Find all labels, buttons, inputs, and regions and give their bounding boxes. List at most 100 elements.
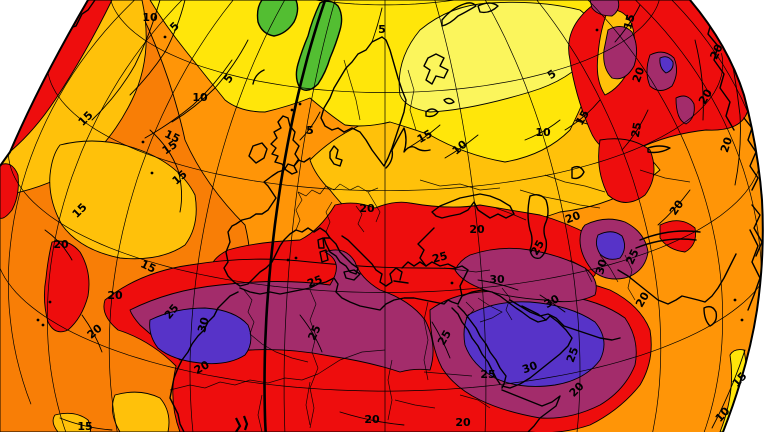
coastline — [320, 36, 383, 133]
contour-label: 20 — [563, 209, 582, 227]
contour-label: 30 — [520, 359, 539, 377]
island-dot — [290, 108, 294, 112]
contour-label: 20 — [469, 223, 485, 236]
island-dot — [41, 323, 45, 327]
contour-label: 15 — [139, 257, 158, 275]
border-line — [477, 297, 503, 323]
border-line — [309, 289, 319, 369]
contour-label: 30 — [593, 257, 610, 275]
border-line — [387, 359, 393, 421]
contour-line — [477, 279, 519, 291]
contour-label: 15 — [621, 13, 638, 31]
coastline — [248, 142, 268, 164]
contour-label: 5 — [306, 124, 314, 137]
contour-line — [564, 99, 601, 131]
coastline — [329, 145, 343, 167]
coastline — [571, 165, 585, 180]
coastline — [223, 157, 331, 287]
island-dot — [286, 258, 290, 262]
contour-line — [614, 4, 641, 43]
coastline — [477, 2, 499, 14]
coastline — [423, 53, 449, 85]
coastline — [425, 108, 439, 118]
contour-line — [144, 59, 233, 139]
graticule-line — [110, 0, 660, 93]
border-line — [325, 201, 333, 233]
border-line — [624, 254, 636, 301]
border-line — [559, 199, 601, 209]
coastline — [647, 145, 671, 154]
region-violet-sahara-core — [149, 307, 252, 365]
island-dot — [733, 298, 737, 302]
coastline — [501, 315, 573, 389]
contour-label: 25 — [629, 121, 644, 138]
contour-line — [621, 109, 649, 151]
region-magenta-ne-top — [589, 0, 620, 17]
graticule-line — [7, 139, 763, 293]
coastline — [451, 307, 501, 385]
contour-line — [149, 129, 183, 213]
island-dot — [163, 35, 167, 39]
coastline — [317, 237, 325, 249]
region-violet-iran-core — [595, 231, 625, 260]
contour-line — [91, 0, 161, 121]
border-line — [423, 301, 429, 381]
contour-label: 20 — [359, 202, 375, 215]
border-line — [305, 381, 311, 426]
border-line — [169, 373, 319, 391]
meridian-terminus — [235, 415, 249, 432]
coastline — [323, 237, 359, 275]
contour-label: 10 — [192, 91, 208, 104]
island-dot — [36, 318, 40, 322]
island-dot — [298, 102, 302, 106]
contour-label: 20 — [53, 238, 69, 251]
coastline — [635, 238, 697, 249]
region-violet-ne-tiny — [659, 56, 674, 74]
contour-label: 20 — [707, 42, 725, 62]
contour-line — [129, 0, 186, 96]
contour-line — [657, 189, 691, 226]
border-line — [243, 289, 255, 335]
contour-label: 20 — [364, 413, 380, 426]
border-line — [495, 207, 527, 221]
border-line — [599, 254, 619, 283]
border-line — [355, 205, 365, 233]
contour-label: 20 — [630, 65, 648, 84]
border-line — [343, 59, 361, 121]
coastline — [401, 261, 427, 269]
border-line — [639, 169, 691, 183]
contour-line — [299, 111, 321, 141]
region-green-blob-west — [256, 0, 299, 37]
coastline — [431, 193, 515, 219]
coastline — [169, 291, 239, 432]
island-dot — [294, 256, 298, 260]
contour-line — [59, 417, 113, 431]
coastline — [270, 115, 300, 175]
island-dot — [740, 318, 744, 322]
region-red-limb-spot-w — [0, 163, 19, 219]
graticule-line — [0, 267, 768, 392]
contour-label: 20 — [718, 135, 735, 154]
coastline — [527, 193, 549, 260]
coastline — [252, 69, 265, 85]
coastline — [393, 280, 409, 284]
border-line — [465, 301, 475, 319]
border-line — [407, 69, 417, 131]
contour-label: 25 — [480, 368, 495, 381]
contour-label: 15 — [163, 127, 182, 145]
region-green-blob-main — [295, 0, 343, 91]
contour-line — [539, 294, 566, 313]
island-dot — [595, 28, 599, 32]
coastline — [319, 249, 329, 263]
coastline — [239, 277, 459, 311]
coastline — [343, 36, 407, 167]
border-line — [367, 191, 381, 223]
border-line — [257, 394, 263, 432]
island-dot — [150, 171, 154, 175]
contour-line — [299, 314, 323, 353]
coastline — [457, 305, 507, 389]
region-amber-bottomleft-1 — [111, 391, 170, 432]
